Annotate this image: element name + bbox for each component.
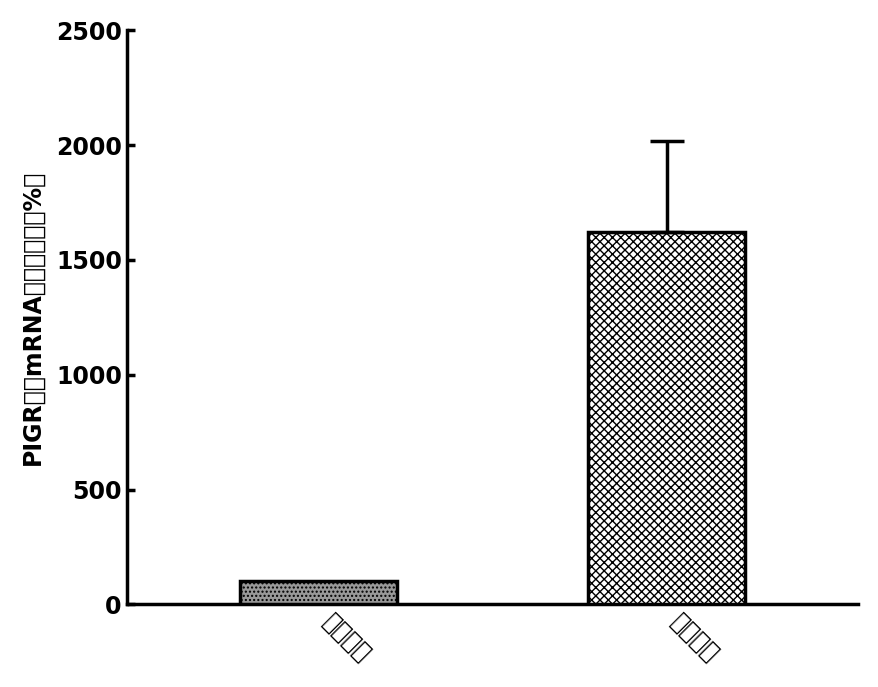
Y-axis label: PIGR基因mRNA相对表达量（%）: PIGR基因mRNA相对表达量（%） [21, 170, 45, 465]
Bar [240, 581, 396, 605]
Bar [587, 232, 745, 605]
